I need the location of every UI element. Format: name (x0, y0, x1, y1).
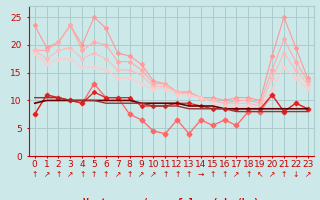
Text: ↗: ↗ (115, 170, 121, 179)
Text: ↑: ↑ (162, 170, 168, 179)
Text: ↗: ↗ (138, 170, 145, 179)
Text: ↑: ↑ (55, 170, 62, 179)
Text: ↑: ↑ (126, 170, 133, 179)
Text: ↑: ↑ (186, 170, 192, 179)
Text: ↑: ↑ (245, 170, 252, 179)
Text: ↖: ↖ (257, 170, 263, 179)
Text: ↑: ↑ (103, 170, 109, 179)
Text: ↓: ↓ (292, 170, 299, 179)
Text: ↑: ↑ (174, 170, 180, 179)
Text: ↑: ↑ (91, 170, 97, 179)
Text: ↗: ↗ (304, 170, 311, 179)
Text: ↑: ↑ (210, 170, 216, 179)
Text: ↑: ↑ (281, 170, 287, 179)
Text: ↗: ↗ (233, 170, 240, 179)
Text: ↗: ↗ (44, 170, 50, 179)
Text: →: → (198, 170, 204, 179)
Text: ↑: ↑ (79, 170, 85, 179)
Text: ↑: ↑ (221, 170, 228, 179)
Text: ↑: ↑ (32, 170, 38, 179)
Text: ↗: ↗ (67, 170, 74, 179)
Text: ↗: ↗ (269, 170, 275, 179)
Text: Vent moyen/en rafales ( km/h ): Vent moyen/en rafales ( km/h ) (83, 198, 259, 200)
Text: ↗: ↗ (150, 170, 156, 179)
